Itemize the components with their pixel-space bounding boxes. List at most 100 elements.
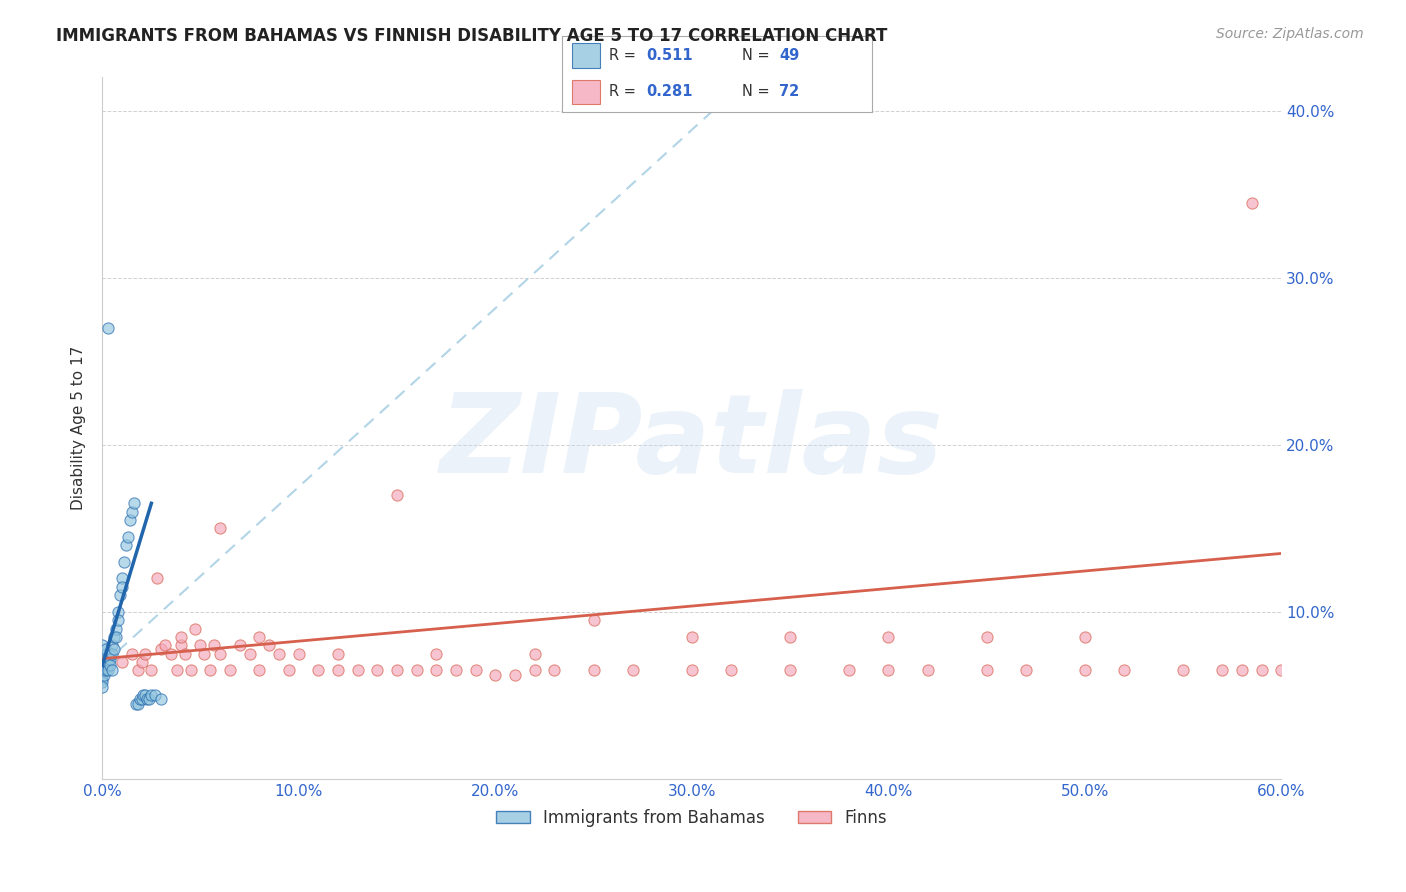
Point <box>107 613 129 627</box>
Point <box>1230 664 1253 678</box>
Point <box>523 647 546 661</box>
Point <box>153 638 176 652</box>
Point <box>128 691 150 706</box>
Point <box>94 651 117 665</box>
Point <box>621 664 644 678</box>
Legend: Immigrants from Bahamas, Finns: Immigrants from Bahamas, Finns <box>489 803 894 834</box>
Point <box>249 630 271 644</box>
Y-axis label: Disability Age 5 to 17: Disability Age 5 to 17 <box>72 346 86 510</box>
Point <box>121 647 143 661</box>
Point <box>101 638 124 652</box>
Text: N =: N = <box>742 48 775 63</box>
Point <box>91 672 114 686</box>
Point <box>582 613 605 627</box>
Point <box>91 655 114 669</box>
Point <box>104 622 127 636</box>
Point <box>141 689 163 703</box>
Point <box>94 664 117 678</box>
Bar <box>572 79 599 104</box>
Point <box>200 664 222 678</box>
Point <box>1211 664 1233 678</box>
Point <box>1250 664 1272 678</box>
Text: 0.281: 0.281 <box>645 84 692 99</box>
Text: 49: 49 <box>779 48 799 63</box>
Point <box>97 658 120 673</box>
Point <box>170 630 193 644</box>
Text: R =: R = <box>609 48 640 63</box>
Point <box>307 664 329 678</box>
Point <box>1015 664 1038 678</box>
Point <box>838 664 860 678</box>
Point <box>136 691 159 706</box>
Point <box>143 689 166 703</box>
Point <box>91 680 114 694</box>
Point <box>98 651 121 665</box>
Point <box>209 647 232 661</box>
Point <box>132 689 155 703</box>
Point <box>150 691 173 706</box>
Point <box>326 664 349 678</box>
Point <box>141 664 163 678</box>
Point <box>111 655 134 669</box>
Point <box>131 655 153 669</box>
Point <box>444 664 467 678</box>
Point <box>779 630 801 644</box>
Point <box>425 647 447 661</box>
Text: 72: 72 <box>779 84 799 99</box>
Point <box>91 675 114 690</box>
Point <box>91 647 114 661</box>
Point <box>93 655 115 669</box>
Point <box>103 630 125 644</box>
Point <box>108 588 131 602</box>
Point <box>877 630 900 644</box>
Point <box>131 691 153 706</box>
Point <box>209 521 232 535</box>
Text: ZIPatlas: ZIPatlas <box>440 389 943 496</box>
Point <box>103 641 125 656</box>
Point <box>93 668 115 682</box>
Point <box>98 647 121 661</box>
Point <box>779 664 801 678</box>
Point <box>101 664 124 678</box>
Point <box>385 664 408 678</box>
Point <box>720 664 742 678</box>
Point <box>183 622 205 636</box>
Point <box>543 664 565 678</box>
Bar <box>572 44 599 68</box>
Point <box>917 664 939 678</box>
Point <box>112 555 135 569</box>
Point <box>111 580 134 594</box>
Point <box>267 647 290 661</box>
Point <box>1074 664 1097 678</box>
Point <box>107 605 129 619</box>
Point <box>239 647 262 661</box>
Point <box>118 513 141 527</box>
Point <box>97 655 120 669</box>
Text: N =: N = <box>742 84 775 99</box>
Point <box>219 664 242 678</box>
Point <box>405 664 427 678</box>
Point <box>93 664 115 678</box>
Point <box>121 505 143 519</box>
Point <box>127 697 149 711</box>
Point <box>523 664 546 678</box>
Point <box>503 668 526 682</box>
Text: 0.511: 0.511 <box>645 48 693 63</box>
Point <box>150 641 173 656</box>
Point <box>166 664 188 678</box>
Point <box>1270 664 1292 678</box>
Point <box>114 538 136 552</box>
Point <box>190 638 212 652</box>
Text: R =: R = <box>609 84 640 99</box>
Point <box>127 664 149 678</box>
Point <box>94 641 117 656</box>
Text: IMMIGRANTS FROM BAHAMAS VS FINNISH DISABILITY AGE 5 TO 17 CORRELATION CHART: IMMIGRANTS FROM BAHAMAS VS FINNISH DISAB… <box>56 27 887 45</box>
Point <box>93 658 115 673</box>
Point <box>464 664 486 678</box>
Point <box>681 630 703 644</box>
Point <box>346 664 368 678</box>
Point <box>287 647 309 661</box>
Point <box>1171 664 1194 678</box>
Point <box>134 647 156 661</box>
Text: Source: ZipAtlas.com: Source: ZipAtlas.com <box>1216 27 1364 41</box>
